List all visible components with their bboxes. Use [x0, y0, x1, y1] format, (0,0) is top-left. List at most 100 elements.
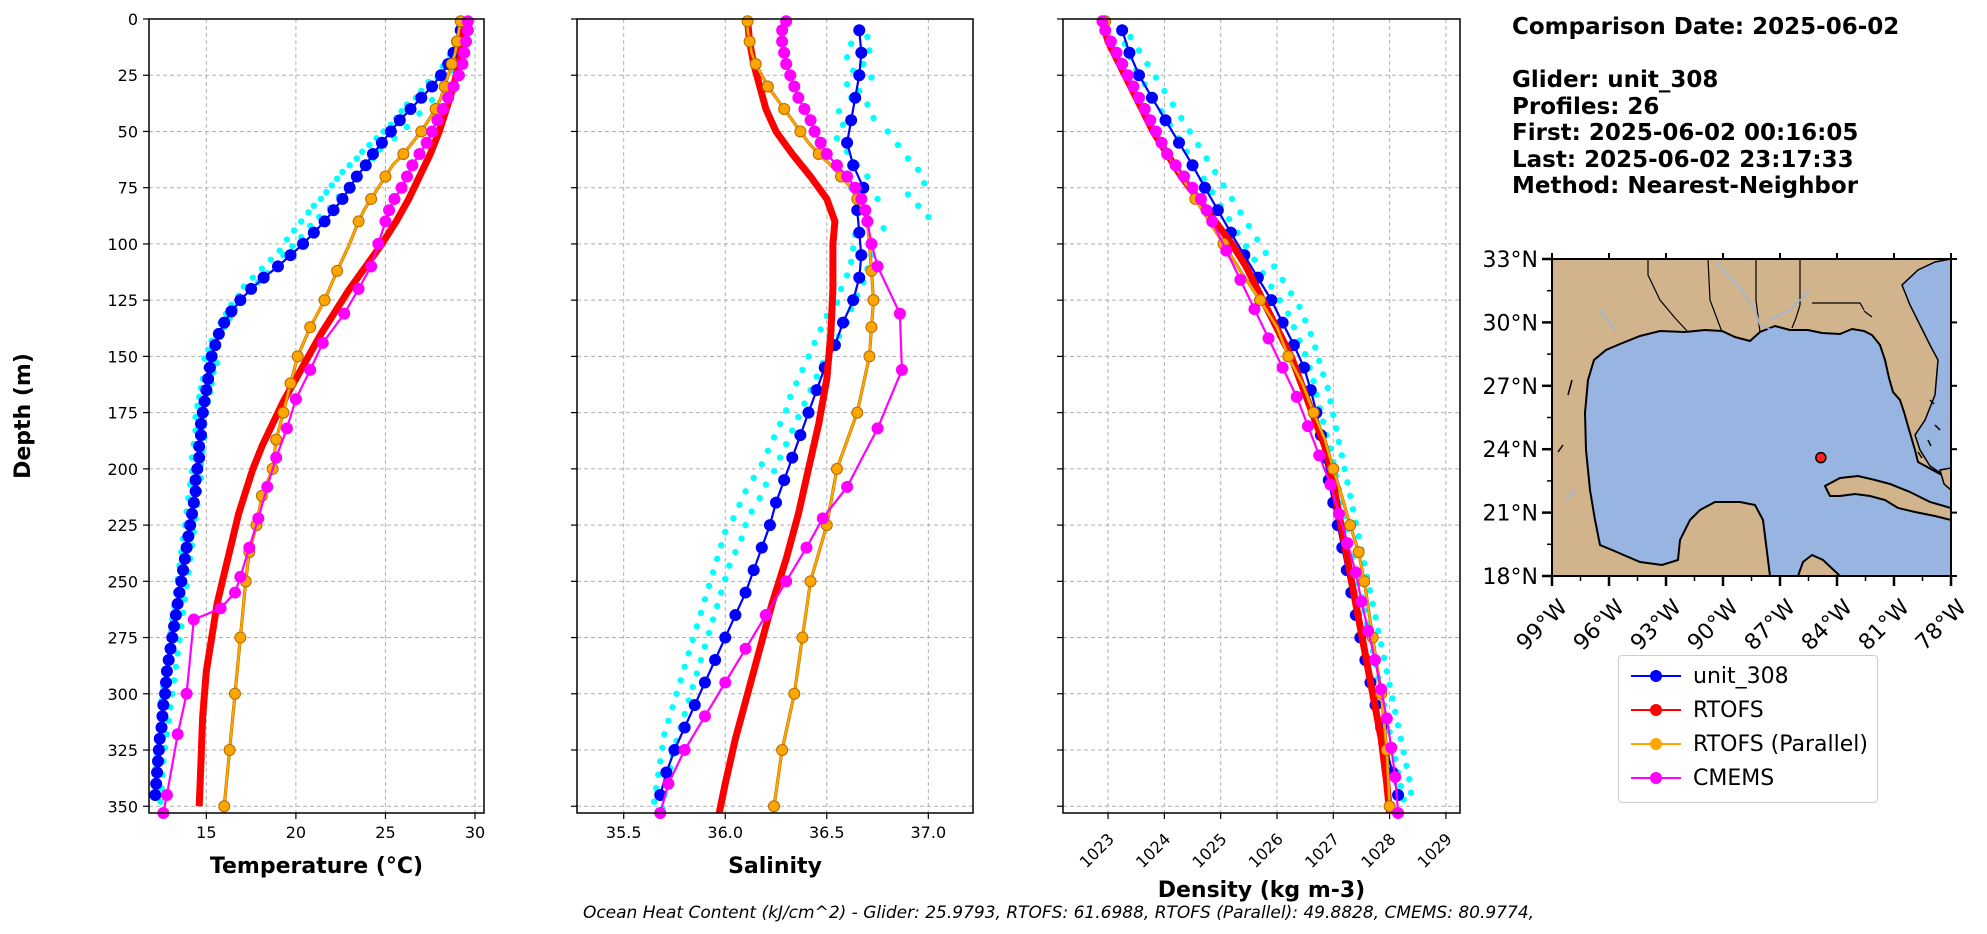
series-marker-rtofs-parallel	[1358, 575, 1371, 588]
glider-scatter-point	[742, 488, 749, 495]
series-marker-rtofs-parallel	[291, 350, 304, 363]
first-time: First: 2025-06-02 00:16:05	[1512, 120, 1859, 146]
series-marker-glider	[257, 271, 270, 284]
series-marker-cmems	[1149, 125, 1162, 138]
series-marker-glider	[415, 91, 428, 104]
series-marker-cmems	[187, 613, 200, 626]
glider-scatter-point	[921, 179, 928, 187]
glider-scatter-point	[726, 562, 733, 569]
glider-scatter-point	[366, 141, 373, 149]
glider-scatter-point	[1242, 242, 1250, 250]
series-marker-cmems	[1194, 192, 1207, 205]
series-marker-cmems	[214, 602, 227, 615]
glider-scatter-point	[276, 247, 283, 254]
series-marker-cmems	[388, 192, 401, 205]
glider-scatter-point	[843, 81, 851, 88]
series-marker-rtofs-parallel	[270, 433, 283, 446]
glider-scatter-point	[1279, 276, 1286, 284]
series-marker-cmems	[759, 609, 772, 622]
glider-scatter-point	[736, 501, 743, 509]
series-marker-cmems	[841, 170, 854, 183]
glider-scatter-point	[1392, 708, 1399, 715]
legend-item-rtofs: RTOFS	[1629, 695, 1764, 725]
series-marker-glider	[841, 136, 854, 149]
glider-scatter-point	[849, 245, 857, 252]
glider-scatter-point	[742, 521, 749, 529]
series-marker-glider	[318, 215, 331, 228]
glider-scatter-point	[1211, 168, 1219, 176]
glider-scatter-point	[1344, 479, 1351, 486]
glider-scatter-point	[1355, 533, 1362, 540]
glider-scatter-point	[157, 798, 164, 805]
series-marker-rtofs-parallel	[445, 57, 458, 70]
series-marker-glider	[770, 496, 783, 509]
series-marker-glider	[234, 294, 247, 307]
series-marker-cmems	[372, 237, 385, 250]
glider-scatter-point	[1312, 344, 1319, 351]
series-marker-rtofs-parallel	[796, 631, 809, 644]
series-marker-rtofs-parallel	[318, 294, 331, 307]
series-marker-glider	[200, 384, 213, 397]
series-marker-glider	[218, 316, 231, 329]
glider-scatter-point	[290, 227, 298, 234]
series-marker-rtofs-parallel	[223, 744, 236, 757]
x-tick-label: 36.5	[809, 823, 845, 842]
series-marker-cmems	[698, 710, 711, 723]
series-marker-glider	[739, 586, 752, 599]
series-marker-glider	[180, 541, 193, 554]
glider-scatter-point	[1327, 398, 1334, 405]
glider-scatter-point	[657, 758, 664, 765]
x-tick-label: 30	[465, 823, 485, 842]
glider-scatter-point	[1194, 141, 1202, 149]
series-marker-rtofs-parallel	[749, 57, 762, 70]
map-lon-label: 87°W	[1740, 595, 1801, 656]
glider-scatter-point	[1307, 330, 1314, 338]
series-marker-rtofs-parallel	[234, 631, 247, 644]
series-marker-cmems	[1355, 595, 1368, 608]
legend-swatch-rtofs-parallel	[1631, 738, 1681, 750]
glider-scatter-point	[1406, 776, 1413, 783]
glider-scatter-point	[1262, 249, 1269, 257]
series-marker-glider	[202, 372, 215, 385]
glider-scatter-point	[1296, 303, 1303, 311]
series-marker-cmems	[379, 215, 392, 228]
glider-scatter-point	[795, 413, 802, 421]
series-marker-cmems	[1349, 566, 1362, 579]
series-marker-cmems	[678, 744, 691, 757]
glider-scatter-point	[904, 155, 912, 162]
glider-scatter-point	[817, 326, 824, 333]
series-marker-glider	[198, 395, 211, 408]
series-marker-glider	[194, 429, 207, 442]
series-marker-glider	[426, 80, 439, 93]
plot-frame	[576, 18, 974, 814]
glider-scatter-point	[776, 420, 784, 428]
glider-scatter-point	[782, 407, 790, 414]
glider-scatter-point	[1144, 60, 1151, 68]
legend: unit_308 RTOFS RTOFS (Parallel) CMEMS	[1618, 655, 1878, 803]
series-marker-cmems	[1385, 741, 1398, 754]
glider-scatter-point	[1366, 587, 1374, 594]
series-marker-cmems	[776, 35, 789, 48]
series-marker-cmems	[383, 204, 396, 217]
series-line-rtofs-parallel	[1104, 20, 1391, 807]
glider-scatter-point	[194, 402, 201, 410]
glider-scatter-point	[860, 60, 867, 68]
series-marker-cmems	[778, 46, 791, 59]
series-marker-cmems	[1301, 420, 1314, 433]
series-marker-cmems	[816, 512, 829, 525]
series-marker-cmems	[458, 46, 471, 59]
glider-scatter-point	[914, 166, 922, 173]
x-tick-label: 37.0	[911, 823, 947, 842]
series-marker-cmems	[365, 260, 378, 273]
glider-scatter-point	[864, 101, 871, 108]
map-lon-label: 78°W	[1911, 595, 1972, 656]
series-marker-cmems	[460, 35, 473, 48]
map-lat-label: 33°N	[1483, 248, 1538, 273]
series-marker-glider	[688, 699, 701, 712]
series-marker-cmems	[1104, 35, 1117, 48]
series-marker-cmems	[804, 114, 817, 127]
glider-scatter-point	[1268, 283, 1275, 290]
series-marker-rtofs-parallel	[776, 744, 789, 757]
map-lat-label: 24°N	[1483, 438, 1538, 463]
glider-scatter-point	[689, 683, 696, 691]
